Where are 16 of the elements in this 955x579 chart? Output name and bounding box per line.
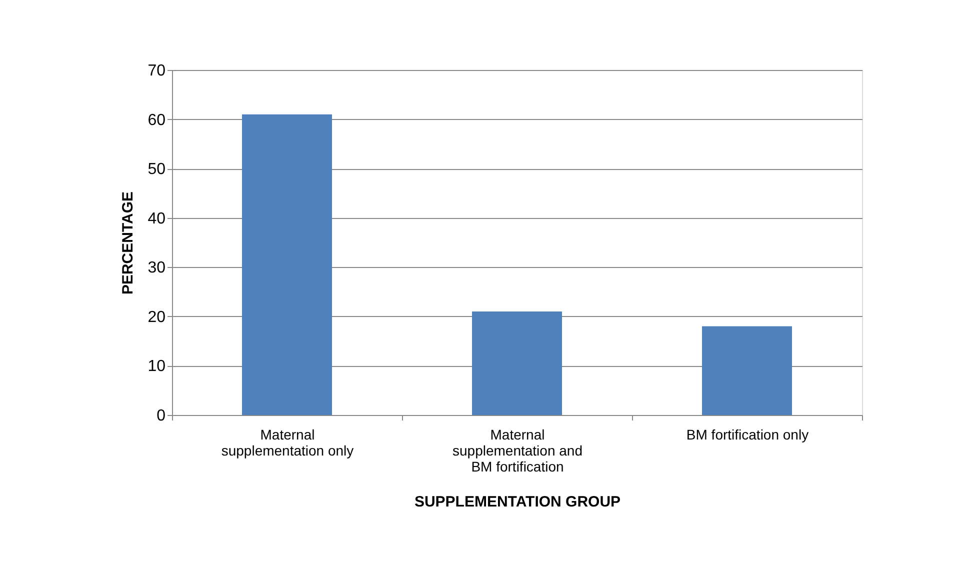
y-tick-label: 70 [148, 62, 166, 80]
y-tick-label: 30 [148, 260, 166, 277]
bar [472, 312, 562, 415]
y-tick-label: 20 [148, 308, 166, 326]
x-axis-title: SUPPLEMENTATION GROUP [414, 494, 621, 510]
bar [702, 326, 792, 415]
y-tick-label: 50 [148, 161, 166, 178]
x-tick-label: Maternal supplementation only [221, 426, 354, 458]
bar [242, 114, 332, 415]
y-tick-label: 60 [148, 112, 166, 129]
y-tick-label: 40 [148, 210, 166, 228]
y-axis-title: PERCENTAGE [120, 191, 137, 295]
x-tick-label: BM fortification only [686, 426, 809, 442]
y-tick-label: 10 [148, 358, 166, 376]
y-tick-label: 0 [156, 408, 166, 424]
x-tick-label: Maternal supplementation and BM fortification [452, 426, 582, 474]
